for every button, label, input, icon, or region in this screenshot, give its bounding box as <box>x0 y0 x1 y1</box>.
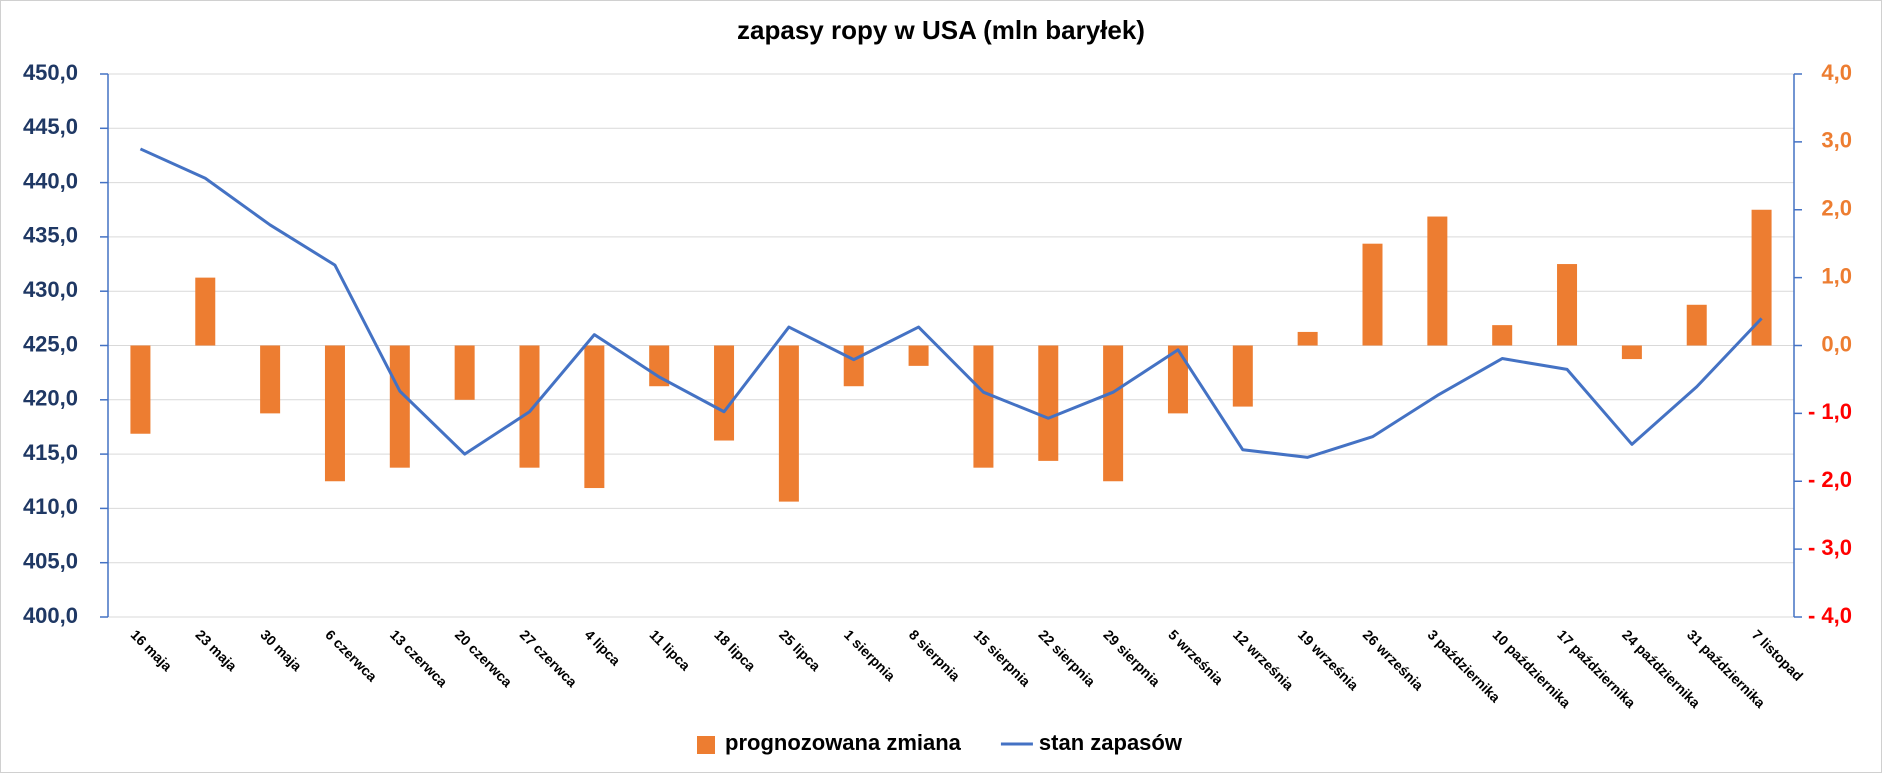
line <box>139 147 1763 459</box>
bar <box>260 345 281 414</box>
bar <box>714 345 735 441</box>
y-tick-label: 425,0 <box>23 331 78 356</box>
y-tick-label: 400,0 <box>23 603 78 628</box>
y-tick-label: 410,0 <box>23 494 78 519</box>
y-tick-label: 430,0 <box>23 277 78 302</box>
bar <box>324 345 345 482</box>
y-tick-label: 420,0 <box>23 386 78 411</box>
bar <box>454 345 475 400</box>
bar <box>389 345 410 468</box>
y-tick-label: 405,0 <box>23 549 78 574</box>
bar <box>1427 216 1448 346</box>
y-tick-label: 415,0 <box>23 440 78 465</box>
bar <box>1751 209 1772 346</box>
legend-label: prognozowana zmiana <box>725 730 962 755</box>
y2-tick-label: - 2,0 <box>1808 467 1852 492</box>
y2-tick-label: 3,0 <box>1821 128 1852 153</box>
y2-tick-label: - 1,0 <box>1808 399 1852 424</box>
bar <box>1038 345 1059 461</box>
y2-tick-label: 2,0 <box>1821 196 1852 221</box>
bar <box>519 345 540 468</box>
bar <box>195 277 216 346</box>
y-tick-label: 450,0 <box>23 60 78 85</box>
bar <box>778 345 799 502</box>
legend-swatch <box>697 736 715 754</box>
y2-tick-label: 0,0 <box>1821 331 1852 356</box>
y2-tick-label: - 3,0 <box>1808 535 1852 560</box>
y-tick-label: 440,0 <box>23 168 78 193</box>
legend-label: stan zapasów <box>1039 730 1183 755</box>
bar <box>1232 345 1253 407</box>
bar <box>649 345 670 387</box>
bar <box>1103 345 1124 482</box>
y-tick-label: 435,0 <box>23 223 78 248</box>
bar <box>1686 304 1707 346</box>
y2-tick-label: 4,0 <box>1821 60 1852 85</box>
bar <box>908 345 929 366</box>
y2-tick-label: 1,0 <box>1821 263 1852 288</box>
bar <box>584 345 605 489</box>
bar <box>1492 325 1513 346</box>
bar <box>130 345 151 434</box>
chart-title: zapasy ropy w USA (mln baryłek) <box>737 15 1145 45</box>
bar <box>1167 345 1188 414</box>
bar <box>1362 243 1383 346</box>
bar <box>1621 345 1642 360</box>
bar <box>973 345 994 468</box>
bar <box>843 345 864 387</box>
bar <box>1557 264 1578 346</box>
bar <box>1297 331 1318 346</box>
y-tick-label: 445,0 <box>23 114 78 139</box>
y2-tick-label: - 4,0 <box>1808 603 1852 628</box>
